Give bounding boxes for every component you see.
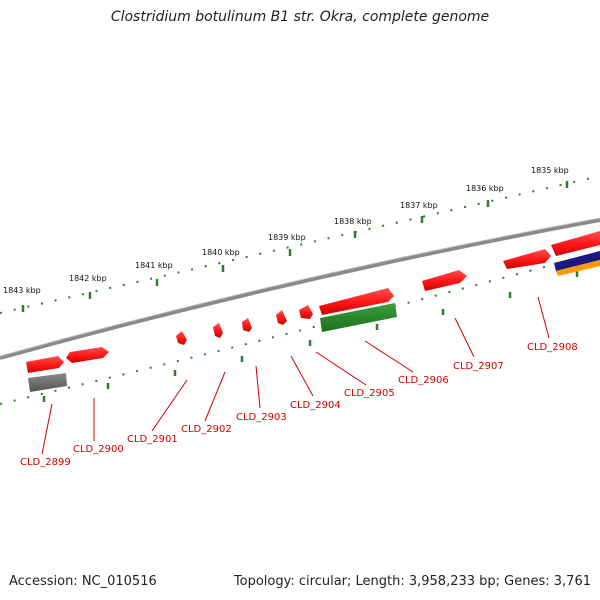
gene-block-cld-2903[interactable] — [242, 318, 252, 332]
rna-block[interactable] — [320, 303, 397, 332]
gene-label-cld-2907[interactable]: CLD_2907 — [453, 361, 504, 372]
gene-label-cld-2902[interactable]: CLD_2902 — [181, 424, 232, 435]
gene-block-cld-2905[interactable] — [299, 305, 313, 319]
gene-block-cld-2906[interactable] — [319, 288, 394, 315]
kbp-label: 1841 kbp — [135, 261, 173, 270]
gene-block-cld-2907[interactable] — [422, 270, 467, 291]
kbp-label: 1843 kbp — [3, 286, 41, 295]
upper-major-ticks — [21, 181, 569, 312]
label-leaders — [41, 296, 550, 455]
gene-block-cld-2901[interactable] — [176, 331, 187, 345]
gene-block-cld-2908[interactable] — [503, 249, 551, 269]
orange-block[interactable] — [556, 260, 600, 276]
gene-block-cld-2900[interactable] — [66, 347, 109, 363]
genome-backbone — [0, 218, 600, 360]
backbone-highlight — [0, 217, 600, 357]
kbp-label: 1836 kbp — [466, 184, 504, 193]
accession-text: Accession: NC_010516 — [9, 574, 157, 589]
gene-label-cld-2900[interactable]: CLD_2900 — [73, 444, 124, 455]
kbp-label: 1840 kbp — [202, 248, 240, 257]
gene-block-cld-2904[interactable] — [276, 310, 287, 325]
gene-label-cld-2905[interactable]: CLD_2905 — [344, 388, 395, 399]
gene-block-cld-2899[interactable] — [26, 356, 64, 373]
kbp-labels: 1835 kbp 1836 kbp 1837 kbp 1838 kbp 1839… — [3, 166, 569, 295]
gene-block-next[interactable] — [551, 231, 600, 256]
lower-major-ticks — [42, 271, 579, 402]
gene-label-cld-2901[interactable]: CLD_2901 — [127, 434, 178, 445]
gene-label-cld-2906[interactable]: CLD_2906 — [398, 375, 449, 386]
gene-label-cld-2903[interactable]: CLD_2903 — [236, 412, 287, 423]
kbp-label: 1835 kbp — [531, 166, 569, 175]
gene-label-cld-2908[interactable]: CLD_2908 — [527, 342, 578, 353]
genome-title: Clostridium botulinum B1 str. Okra, comp… — [110, 9, 490, 25]
gene-label-cld-2899[interactable]: CLD_2899 — [20, 457, 71, 468]
gene-label-cld-2904[interactable]: CLD_2904 — [290, 400, 341, 411]
kbp-label: 1842 kbp — [69, 274, 107, 283]
genome-summary: Topology: circular; Length: 3,958,233 bp… — [233, 574, 591, 589]
kbp-label: 1837 kbp — [400, 201, 438, 210]
lower-scale-dots — [0, 251, 600, 405]
kbp-label: 1839 kbp — [268, 233, 306, 242]
gene-block-cld-2902[interactable] — [213, 323, 223, 338]
pseudo-block[interactable] — [28, 373, 67, 392]
gene-labels: CLD_2899 CLD_2900 CLD_2901 CLD_2902 CLD_… — [20, 342, 578, 468]
kbp-label: 1838 kbp — [334, 217, 372, 226]
navy-block[interactable] — [554, 251, 600, 271]
